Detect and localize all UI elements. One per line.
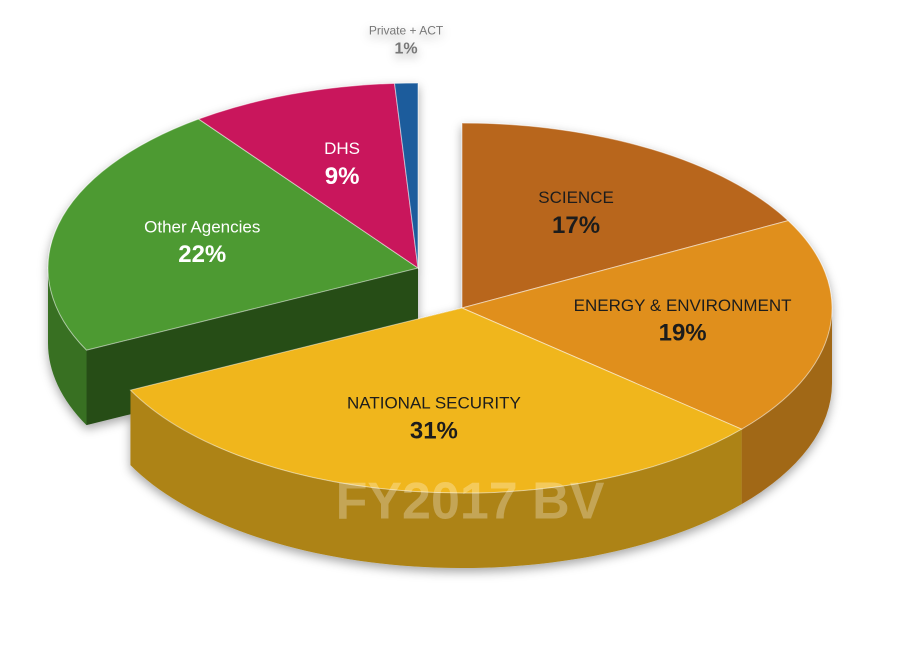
slice [197,82,419,270]
slice-side [48,268,87,426]
slice-value-label: 1% [394,41,417,58]
slice-value-label: 19% [659,320,707,347]
watermark: FY2017 BV [336,473,605,531]
slice-side [130,390,742,568]
slice-side [741,308,832,505]
pie: Other Agencies 22% DHS 9% Private + ACT 1% SCI… [47,24,833,568]
slice [129,307,743,494]
slice [461,122,790,309]
slice-label: NATIONAL SECURITY [347,394,521,413]
slice-label: SCIENCE [538,188,614,207]
slice-value-label: 17% [552,212,600,239]
slice [393,82,419,269]
slice-group: SCIENCE 17% ENERGY & ENVIRONMENT 19% NATIONA… [129,122,833,568]
slice-value-label: 31% [410,417,458,444]
slice-label: Other Agencies [144,217,260,236]
slice-label: Private + ACT [369,24,444,38]
slice-label: DHS [324,139,360,158]
slice-value-label: 9% [325,163,360,190]
slice [460,220,833,430]
slice-label: ENERGY & ENVIRONMENT [574,296,792,315]
slice-value-label: 22% [178,241,226,268]
slice [47,118,420,351]
